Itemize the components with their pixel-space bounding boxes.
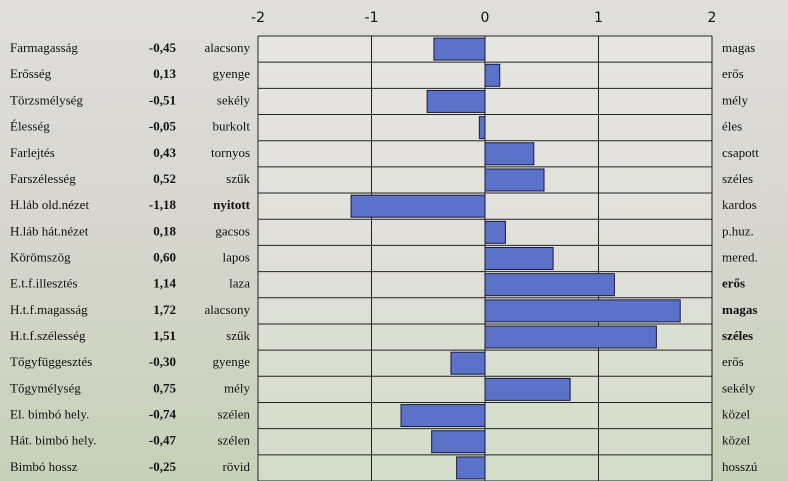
category-label: Farszélesség <box>10 171 76 186</box>
bar <box>433 37 486 61</box>
bar <box>456 456 486 480</box>
left-label: tornyos <box>211 145 250 160</box>
value-label: 0,43 <box>153 145 176 160</box>
category-label: Farmagasság <box>10 40 78 55</box>
left-label: gyenge <box>212 354 250 369</box>
right-label: erős <box>722 66 744 81</box>
x-tick-label: 1 <box>594 10 603 26</box>
right-label: erős <box>722 354 744 369</box>
right-label: mély <box>722 92 748 107</box>
value-label: -0,25 <box>149 459 177 474</box>
bar <box>484 325 657 349</box>
category-label: Törzsmélység <box>10 92 83 107</box>
left-label: alacsony <box>205 40 251 55</box>
value-label: 0,75 <box>153 380 176 395</box>
bar <box>400 404 486 428</box>
x-tick-label: -1 <box>365 10 379 26</box>
left-label: laza <box>229 276 250 291</box>
left-label: gyenge <box>212 66 250 81</box>
bar <box>484 63 501 87</box>
bar <box>484 273 615 297</box>
right-label: közel <box>722 433 751 448</box>
bar <box>478 116 486 140</box>
right-label: széles <box>722 171 753 186</box>
category-label: H.t.f.magasság <box>10 302 88 317</box>
right-label: erős <box>722 276 745 291</box>
left-label: burkolt <box>212 119 250 134</box>
value-label: 0,13 <box>153 66 176 81</box>
bar <box>450 351 486 375</box>
category-label: H.t.f.szélesség <box>10 328 86 343</box>
bar <box>350 194 486 218</box>
right-label: magas <box>722 40 755 55</box>
left-label: sekély <box>217 92 251 107</box>
right-label: csapott <box>722 145 759 160</box>
category-label: Tőgymélység <box>10 380 81 395</box>
category-label: Farlejtés <box>10 145 55 160</box>
right-label: kardos <box>722 197 757 212</box>
category-label: Bimbó hossz <box>10 459 78 474</box>
left-label: alacsony <box>205 302 251 317</box>
bar <box>484 299 681 323</box>
value-label: -0,30 <box>149 354 176 369</box>
right-label: hosszú <box>722 459 758 474</box>
right-label: széles <box>722 328 753 343</box>
x-tick-label: 0 <box>481 10 490 26</box>
right-label: magas <box>722 302 757 317</box>
x-tick-label: -2 <box>251 10 265 26</box>
right-label: mered. <box>722 249 758 264</box>
right-label: sekély <box>722 380 756 395</box>
value-label: 1,14 <box>153 276 176 291</box>
value-label: 0,18 <box>153 223 176 238</box>
left-label: lapos <box>223 249 250 264</box>
category-label: Tőgyfüggesztés <box>10 354 92 369</box>
category-label: E.t.f.illesztés <box>10 276 78 291</box>
bar <box>426 89 486 113</box>
bar <box>484 168 545 192</box>
value-label: -0,05 <box>149 119 177 134</box>
left-label: nyitott <box>213 197 251 212</box>
left-label: szélen <box>218 433 251 448</box>
value-label: 0,52 <box>153 171 176 186</box>
left-label: szélen <box>218 407 251 422</box>
category-label: Körömszög <box>10 249 71 264</box>
left-label: szűk <box>226 328 250 343</box>
category-label: Erősség <box>10 66 52 81</box>
value-label: 1,72 <box>153 302 176 317</box>
category-label: H.láb old.nézet <box>10 197 89 212</box>
x-tick-label: 2 <box>708 10 717 26</box>
left-label: rövid <box>223 459 251 474</box>
bar <box>484 142 535 166</box>
value-label: -0,51 <box>149 92 176 107</box>
category-label: Hát. bimbó hely. <box>10 433 97 448</box>
bar <box>484 377 571 401</box>
bar <box>484 247 554 270</box>
left-label: szűk <box>226 171 250 186</box>
left-label: gacsos <box>215 223 250 238</box>
value-label: 0,60 <box>153 249 176 264</box>
value-label: 1,51 <box>153 328 176 343</box>
value-label: -0,74 <box>149 407 177 422</box>
value-label: -0,47 <box>149 433 177 448</box>
right-label: p.huz. <box>722 223 754 238</box>
left-label: mély <box>224 380 250 395</box>
right-label: közel <box>722 407 751 422</box>
category-label: El. bimbó hely. <box>10 407 89 422</box>
bar <box>484 220 506 244</box>
right-label: éles <box>722 119 742 134</box>
category-label: H.láb hát.nézet <box>10 223 89 238</box>
bar <box>431 430 486 454</box>
value-label: -0,45 <box>149 40 177 55</box>
category-label: Élesség <box>10 119 50 134</box>
value-label: -1,18 <box>149 197 177 212</box>
